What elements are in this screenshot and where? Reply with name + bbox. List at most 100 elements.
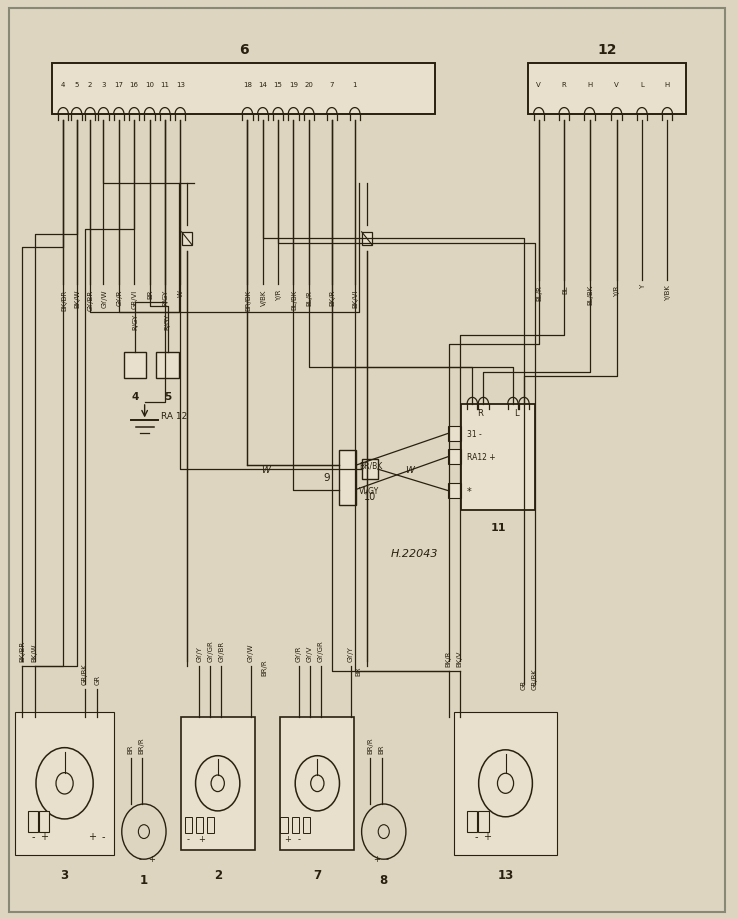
Text: +: + [41, 831, 48, 841]
Text: BK/R: BK/R [446, 650, 452, 666]
Bar [280, 717, 354, 850]
Text: 16: 16 [130, 82, 139, 87]
Text: 19: 19 [289, 82, 298, 87]
Bar [303, 817, 310, 834]
Bar [39, 811, 49, 832]
Text: 31 -: 31 - [467, 429, 482, 438]
Text: 2: 2 [88, 82, 92, 87]
Text: L: L [514, 408, 519, 417]
Text: R: R [562, 82, 567, 87]
Text: GY/W: GY/W [248, 643, 254, 662]
Text: BR: BR [128, 744, 134, 754]
Text: V: V [537, 82, 541, 87]
Text: GY/W: GY/W [101, 289, 107, 308]
Text: 5: 5 [164, 391, 171, 402]
Text: BR/BK: BR/BK [359, 461, 383, 471]
Text: +: + [148, 854, 155, 863]
Text: 15: 15 [274, 82, 283, 87]
Text: GR: GR [94, 675, 100, 685]
Bar [18, 717, 111, 850]
Text: +: + [373, 854, 380, 863]
Bar [184, 817, 192, 834]
Bar [15, 712, 114, 855]
Bar [207, 817, 214, 834]
Text: 5: 5 [75, 82, 79, 87]
Text: +: + [198, 834, 205, 843]
Text: 3: 3 [61, 868, 69, 881]
Text: 4: 4 [131, 391, 139, 402]
Text: GR/BK: GR/BK [532, 667, 538, 689]
Text: H: H [665, 82, 670, 87]
Text: Y/R: Y/R [614, 285, 620, 296]
Text: 7: 7 [313, 868, 322, 881]
Text: BR/BK: BR/BK [245, 289, 251, 311]
Text: H.22043: H.22043 [391, 548, 438, 558]
Text: R: R [477, 408, 483, 417]
Bar [124, 353, 146, 379]
Bar [181, 717, 255, 850]
Text: GY/GR: GY/GR [207, 640, 213, 662]
Text: 13: 13 [176, 82, 184, 87]
Text: Y/BK: Y/BK [665, 285, 671, 301]
Bar [28, 811, 38, 832]
Text: 10: 10 [145, 82, 154, 87]
Bar [196, 817, 203, 834]
Text: Y/R: Y/R [276, 289, 282, 301]
Text: V/BK: V/BK [261, 289, 266, 306]
Text: V: V [614, 82, 619, 87]
Bar [461, 404, 535, 510]
Text: BK/R: BK/R [330, 289, 336, 306]
Text: R/GY: R/GY [132, 313, 138, 330]
Text: 14: 14 [258, 82, 267, 87]
Bar [454, 712, 557, 855]
Text: BL: BL [562, 285, 568, 293]
Text: GY/V: GY/V [307, 645, 313, 662]
Text: +: + [483, 831, 491, 841]
Text: BR: BR [379, 744, 384, 754]
Text: *: * [467, 486, 472, 496]
Text: R/GY: R/GY [162, 289, 168, 306]
Text: BR/R: BR/R [139, 737, 145, 754]
Bar [478, 811, 489, 832]
Text: RA12 +: RA12 + [467, 453, 496, 461]
Bar [280, 817, 288, 834]
Text: BK/BR: BK/BR [19, 641, 25, 662]
Text: 18: 18 [243, 82, 252, 87]
Bar [528, 64, 686, 115]
Text: GY/Y: GY/Y [348, 646, 354, 662]
Text: H: H [587, 82, 592, 87]
Text: +: + [89, 831, 96, 841]
Text: 2: 2 [213, 868, 222, 881]
Text: 7: 7 [330, 82, 334, 87]
Text: 20: 20 [304, 82, 313, 87]
Text: 6: 6 [238, 43, 249, 57]
Text: +: + [284, 834, 292, 843]
Bar [458, 717, 554, 850]
Bar [292, 817, 299, 834]
Text: GY/GR: GY/GR [318, 640, 324, 662]
Bar [182, 233, 192, 245]
Bar [156, 353, 179, 379]
Text: GY/BR: GY/BR [88, 289, 94, 311]
Text: BK/W: BK/W [75, 289, 80, 308]
Text: 10: 10 [364, 492, 376, 502]
Text: RA 12: RA 12 [161, 411, 187, 420]
Bar [339, 450, 356, 505]
Text: 8: 8 [379, 873, 388, 886]
Text: GY/R: GY/R [117, 289, 123, 306]
Text: GY/BR: GY/BR [218, 641, 224, 662]
Text: GR/VI: GR/VI [132, 289, 138, 309]
Text: BK/VI: BK/VI [353, 289, 359, 308]
Text: -: - [139, 854, 142, 863]
Text: -: - [475, 831, 477, 841]
Text: BK/W: BK/W [32, 643, 38, 662]
Text: W: W [405, 465, 414, 474]
Bar [362, 233, 372, 245]
Text: BL/BK: BL/BK [292, 289, 297, 310]
Text: W: W [261, 465, 270, 474]
Text: 12: 12 [597, 43, 617, 57]
Text: W: W [178, 289, 184, 296]
Bar [448, 449, 461, 464]
Text: -: - [32, 831, 35, 841]
Text: R/GY: R/GY [165, 313, 170, 330]
